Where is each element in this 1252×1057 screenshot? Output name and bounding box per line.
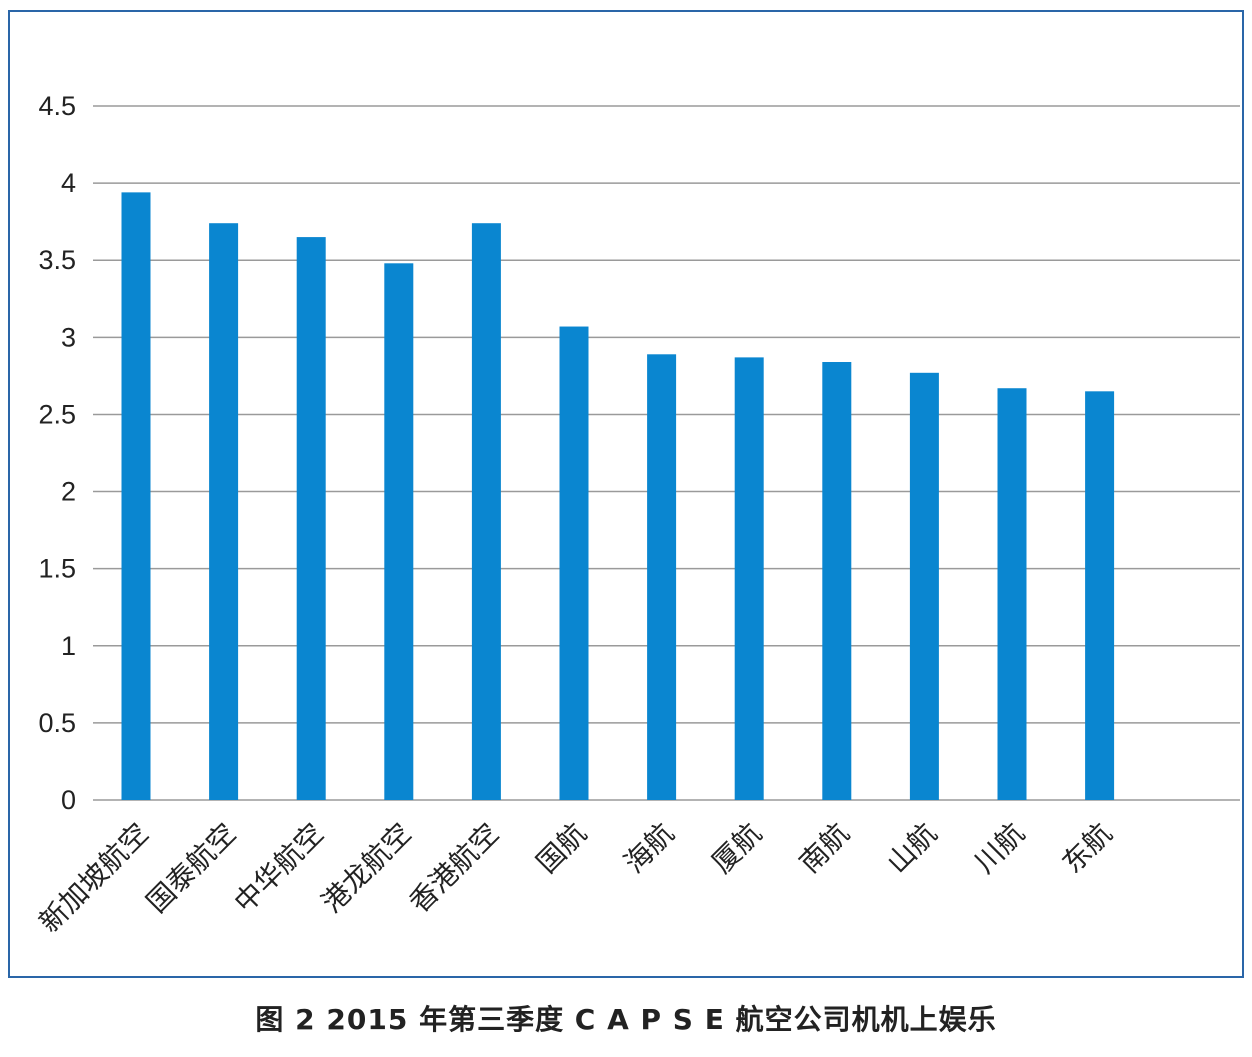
bar	[734, 357, 764, 800]
figure-caption: 图 2 2015 年第三季度 C A P S E 航空公司机机上娱乐	[255, 1003, 997, 1036]
x-category-label: 中华航空	[228, 817, 331, 920]
y-tick-label: 1	[61, 631, 76, 661]
bar	[384, 263, 414, 801]
bar	[909, 372, 939, 800]
y-tick-label: 2	[61, 477, 76, 507]
y-tick-label: 0.5	[38, 708, 76, 738]
bar	[822, 362, 852, 800]
y-axis-tick-labels: 0 0.5 1 1.5 2 2.5 3 3.5 4 4.5	[38, 91, 76, 815]
x-category-label: 山航	[880, 817, 943, 880]
x-category-label: 国泰航空	[140, 817, 243, 920]
x-category-label: 南航	[793, 817, 856, 880]
bar	[296, 237, 326, 801]
bar	[1085, 391, 1115, 800]
x-category-label: 国航	[530, 817, 593, 880]
y-tick-label: 4.5	[38, 91, 76, 121]
bar	[647, 354, 677, 800]
x-category-label: 港龙航空	[315, 817, 418, 920]
bar-chart: 0 0.5 1 1.5 2 2.5 3 3.5 4 4.5 新加坡航空国泰航空中华航空港龙航空香港…	[33, 91, 1240, 939]
bars	[121, 192, 1115, 801]
bar	[209, 223, 239, 801]
x-category-label: 香港航空	[403, 817, 506, 920]
y-tick-label: 3	[61, 322, 76, 352]
bar	[471, 223, 501, 801]
x-category-label: 新加坡航空	[33, 817, 155, 939]
bar	[121, 192, 151, 800]
y-tick-label: 0	[61, 785, 76, 815]
gridlines	[93, 105, 1240, 801]
y-tick-label: 4	[61, 168, 76, 198]
x-category-label: 厦航	[705, 817, 768, 880]
y-tick-label: 3.5	[38, 245, 76, 275]
x-category-label: 川航	[968, 817, 1031, 880]
y-tick-label: 2.5	[38, 399, 76, 429]
x-category-label: 东航	[1056, 817, 1119, 880]
bar	[997, 388, 1027, 800]
bar	[559, 326, 589, 800]
x-category-label: 海航	[618, 817, 681, 880]
y-tick-label: 1.5	[38, 554, 76, 584]
